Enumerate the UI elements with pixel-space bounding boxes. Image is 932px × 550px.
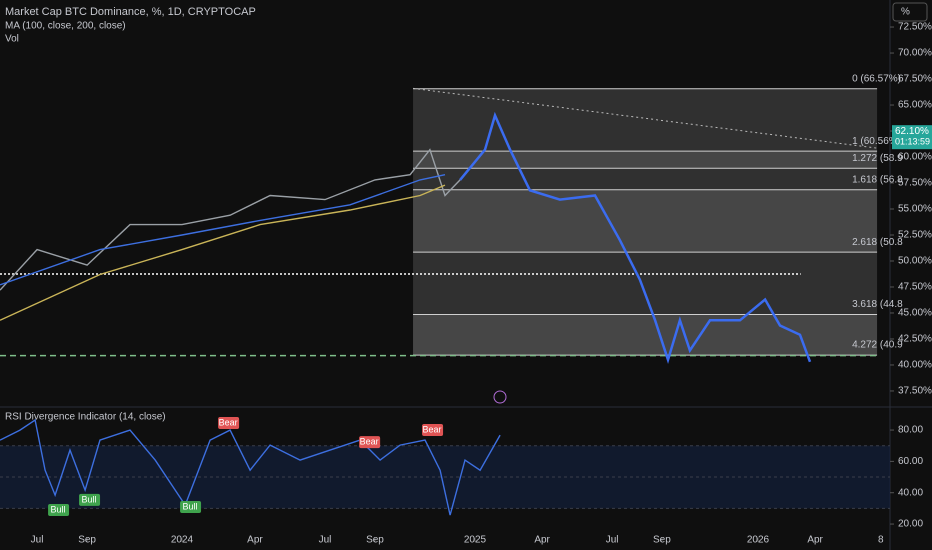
series-line — [0, 184, 446, 321]
y-tick-label: 42.50% — [898, 334, 932, 345]
y-tick-label: 65.00% — [898, 100, 932, 111]
x-tick-label: Apr — [807, 535, 823, 546]
last-price-label: 62.10% — [895, 126, 929, 137]
fib-label: 1.618 (56.8 — [852, 174, 903, 185]
signal-badge — [422, 424, 444, 437]
rsi-title: RSI Divergence Indicator (14, close) — [5, 412, 166, 423]
y-tick-label: 70.00% — [898, 48, 932, 59]
corner-label[interactable]: 8 — [878, 535, 884, 546]
fib-label: 2.618 (50.8 — [852, 237, 903, 248]
fib-zone — [413, 168, 878, 190]
x-tick-label: Apr — [534, 535, 550, 546]
y-tick-label: 47.50% — [898, 282, 932, 293]
y-tick-label: 67.50% — [898, 74, 932, 85]
signal-label: Bull — [82, 494, 97, 504]
event-icon[interactable] — [493, 390, 507, 404]
fib-label: 4.272 (40.9 — [852, 340, 903, 351]
x-tick-label: 2025 — [464, 535, 487, 546]
y-tick-label: 55.00% — [898, 204, 932, 215]
countdown-label: 01:13:59 — [895, 137, 930, 147]
signal-label: Bull — [183, 501, 198, 511]
signal-label: Bull — [51, 504, 66, 514]
y-tick-label: 60.00% — [898, 152, 932, 163]
fib-zone — [413, 88, 878, 152]
signal-badge — [218, 417, 240, 430]
signal-label: Bear — [219, 417, 238, 427]
y-tick-label: 20.00 — [898, 519, 923, 530]
y-tick-label: 52.50% — [898, 230, 932, 241]
fib-zone — [413, 252, 878, 315]
y-tick-label: 80.00 — [898, 425, 923, 436]
x-tick-label: Apr — [247, 535, 263, 546]
y-tick-label: 72.50% — [898, 22, 932, 33]
fib-zone — [413, 314, 878, 356]
series-line — [0, 174, 446, 286]
fib-label: 1 (60.56%) — [852, 136, 901, 147]
signal-label: Bear — [423, 424, 442, 434]
fib-label: 0 (66.57%) — [852, 73, 901, 84]
series-line — [0, 418, 501, 516]
x-tick-label: Jul — [319, 535, 332, 546]
y-tick-label: 40.00% — [898, 360, 932, 371]
series-line — [459, 111, 812, 364]
x-tick-label: Jul — [606, 535, 619, 546]
scale-button-label[interactable]: % — [901, 7, 910, 18]
x-tick-label: 2026 — [747, 535, 770, 546]
x-tick-label: Sep — [366, 535, 384, 546]
last-price-box — [892, 125, 932, 150]
y-tick-label: 57.50% — [898, 178, 932, 189]
y-tick-label: 40.00 — [898, 487, 923, 498]
x-tick-label: Sep — [78, 535, 96, 546]
x-tick-label: 2024 — [171, 535, 194, 546]
y-tick-label: 45.00% — [898, 308, 932, 319]
fib-zone — [413, 151, 878, 169]
x-tick-label: Sep — [653, 535, 671, 546]
x-tick-label: Jul — [31, 535, 44, 546]
fib-zone — [413, 189, 878, 253]
signal-badge — [180, 500, 202, 513]
signal-badge — [79, 493, 101, 506]
y-tick-label: 37.50% — [898, 386, 932, 397]
scale-button[interactable] — [892, 2, 928, 22]
signal-badge — [359, 436, 381, 449]
series-line — [0, 148, 461, 291]
y-tick-label: 50.00% — [898, 256, 932, 267]
chart-title: Market Cap BTC Dominance, %, 1D, CRYPTOC… — [5, 6, 256, 18]
signal-badge — [48, 503, 70, 516]
fib-label: 1.272 (58.9 — [852, 153, 903, 164]
signal-label: Bear — [360, 436, 379, 446]
fib-label: 3.618 (44.8 — [852, 299, 903, 310]
y-tick-label: 60.00 — [898, 456, 923, 467]
indicator-legend: MA (100, close, 200, close) — [5, 21, 126, 32]
volume-legend: Vol — [5, 34, 19, 45]
